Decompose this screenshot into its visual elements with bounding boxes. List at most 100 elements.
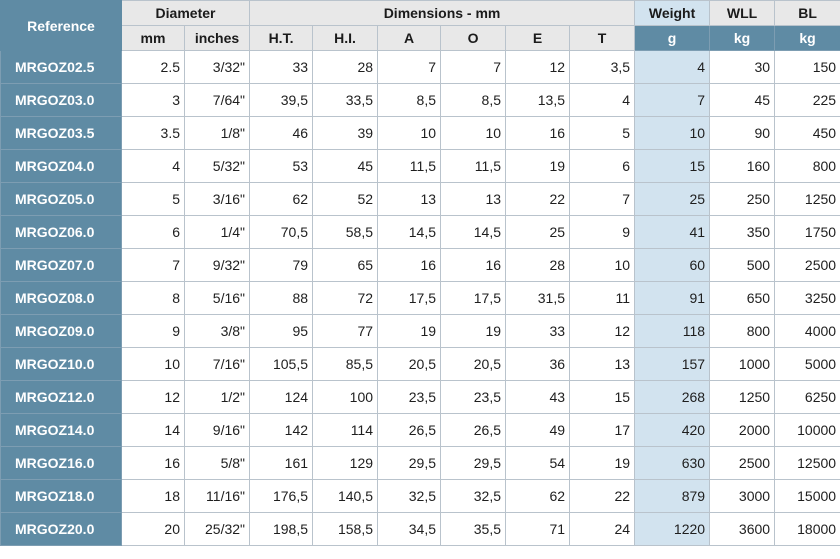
- ht-cell: 39,5: [249, 83, 314, 117]
- bl-cell: 2500: [774, 248, 840, 282]
- diameter-inches-cell: 5/32": [183, 149, 251, 183]
- reference-cell: MRGOZ03.5: [0, 116, 122, 150]
- bl-cell: 10000: [774, 413, 840, 447]
- diameter-mm-cell: 8: [121, 281, 185, 315]
- o-cell: 8,5: [440, 83, 507, 117]
- e-header: E: [505, 25, 571, 51]
- table-row: MRGOZ14.0 14 9/16" 142 114 26,5 26,5 49 17 420 200…: [0, 413, 840, 447]
- bl-cell: 800: [774, 149, 840, 183]
- reference-cell: MRGOZ09.0: [0, 314, 122, 348]
- weight-cell: 268: [634, 380, 711, 414]
- e-cell: 54: [505, 446, 571, 480]
- unit-wll-kg-header: kg: [709, 25, 776, 51]
- diameter-inches-cell: 7/64": [183, 83, 251, 117]
- hi-header: H.I.: [312, 25, 379, 51]
- ht-header: H.T.: [249, 25, 314, 51]
- weight-cell: 41: [634, 215, 711, 249]
- e-cell: 13,5: [505, 83, 571, 117]
- diameter-header: Diameter: [120, 0, 251, 26]
- weight-cell: 4: [634, 50, 711, 84]
- t-cell: 12: [569, 314, 636, 348]
- hi-cell: 72: [312, 281, 379, 315]
- weight-cell: 7: [634, 83, 711, 117]
- ht-cell: 62: [249, 182, 314, 216]
- reference-header: Reference: [0, 0, 122, 51]
- diameter-mm-cell: 12: [121, 380, 185, 414]
- o-cell: 17,5: [440, 281, 507, 315]
- ht-cell: 33: [249, 50, 314, 84]
- table-row: MRGOZ03.0 3 7/64" 39,5 33,5 8,5 8,5 13,5 4 7 45 225: [0, 83, 840, 117]
- o-cell: 35,5: [440, 512, 507, 546]
- bl-cell: 1250: [774, 182, 840, 216]
- ht-cell: 142: [249, 413, 314, 447]
- e-cell: 71: [505, 512, 571, 546]
- wll-cell: 3000: [709, 479, 776, 513]
- o-cell: 19: [440, 314, 507, 348]
- weight-cell: 15: [634, 149, 711, 183]
- wll-cell: 90: [709, 116, 776, 150]
- a-cell: 10: [377, 116, 442, 150]
- e-cell: 22: [505, 182, 571, 216]
- table-row: MRGOZ02.5 2.5 3/32" 33 28 7 7 12 3,5 4 30 150: [0, 50, 840, 84]
- a-cell: 16: [377, 248, 442, 282]
- table-header: Reference Diameter Dimensions - mm Weigh…: [0, 0, 840, 51]
- a-header: A: [377, 25, 442, 51]
- diameter-mm-cell: 4: [121, 149, 185, 183]
- t-cell: 9: [569, 215, 636, 249]
- o-cell: 14,5: [440, 215, 507, 249]
- wll-cell: 350: [709, 215, 776, 249]
- o-cell: 23,5: [440, 380, 507, 414]
- ht-cell: 176,5: [249, 479, 314, 513]
- table-row: MRGOZ09.0 9 3/8" 95 77 19 19 33 12 118 800 4000: [0, 314, 840, 348]
- unit-bl-kg-header: kg: [774, 25, 840, 51]
- table-row: MRGOZ03.5 3.5 1/8" 46 39 10 10 16 5 10 90 450: [0, 116, 840, 150]
- wll-cell: 800: [709, 314, 776, 348]
- t-cell: 10: [569, 248, 636, 282]
- diameter-inches-cell: 25/32": [183, 512, 251, 546]
- diameter-mm-cell: 9: [121, 314, 185, 348]
- reference-cell: MRGOZ20.0: [0, 512, 122, 546]
- diameter-inches-cell: 1/8": [183, 116, 251, 150]
- hi-cell: 33,5: [312, 83, 379, 117]
- diameter-mm-cell: 14: [121, 413, 185, 447]
- unit-g-header: g: [634, 25, 711, 51]
- t-cell: 4: [569, 83, 636, 117]
- e-cell: 25: [505, 215, 571, 249]
- diameter-mm-cell: 7: [121, 248, 185, 282]
- o-cell: 29,5: [440, 446, 507, 480]
- diameter-mm-cell: 10: [121, 347, 185, 381]
- ht-cell: 79: [249, 248, 314, 282]
- table-row: MRGOZ05.0 5 3/16" 62 52 13 13 22 7 25 250 1250: [0, 182, 840, 216]
- bl-cell: 225: [774, 83, 840, 117]
- e-cell: 28: [505, 248, 571, 282]
- reference-cell: MRGOZ08.0: [0, 281, 122, 315]
- wll-cell: 1000: [709, 347, 776, 381]
- weight-cell: 10: [634, 116, 711, 150]
- weight-cell: 1220: [634, 512, 711, 546]
- a-cell: 34,5: [377, 512, 442, 546]
- weight-cell: 118: [634, 314, 711, 348]
- diameter-inches-cell: 11/16": [183, 479, 251, 513]
- hi-cell: 85,5: [312, 347, 379, 381]
- a-cell: 13: [377, 182, 442, 216]
- weight-cell: 91: [634, 281, 711, 315]
- diameter-mm-cell: 3.5: [121, 116, 185, 150]
- a-cell: 11,5: [377, 149, 442, 183]
- reference-cell: MRGOZ12.0: [0, 380, 122, 414]
- wll-cell: 2500: [709, 446, 776, 480]
- reference-cell: MRGOZ07.0: [0, 248, 122, 282]
- bl-cell: 4000: [774, 314, 840, 348]
- t-header: T: [569, 25, 636, 51]
- table-row: MRGOZ04.0 4 5/32" 53 45 11,5 11,5 19 6 15 160 800: [0, 149, 840, 183]
- table-row: MRGOZ20.0 20 25/32" 198,5 158,5 34,5 35,5 71 24 1…: [0, 512, 840, 546]
- ht-cell: 88: [249, 281, 314, 315]
- hi-cell: 114: [312, 413, 379, 447]
- diameter-inches-cell: 3/32": [183, 50, 251, 84]
- weight-cell: 60: [634, 248, 711, 282]
- e-cell: 43: [505, 380, 571, 414]
- e-cell: 19: [505, 149, 571, 183]
- t-cell: 3,5: [569, 50, 636, 84]
- bl-cell: 150: [774, 50, 840, 84]
- ht-cell: 95: [249, 314, 314, 348]
- a-cell: 29,5: [377, 446, 442, 480]
